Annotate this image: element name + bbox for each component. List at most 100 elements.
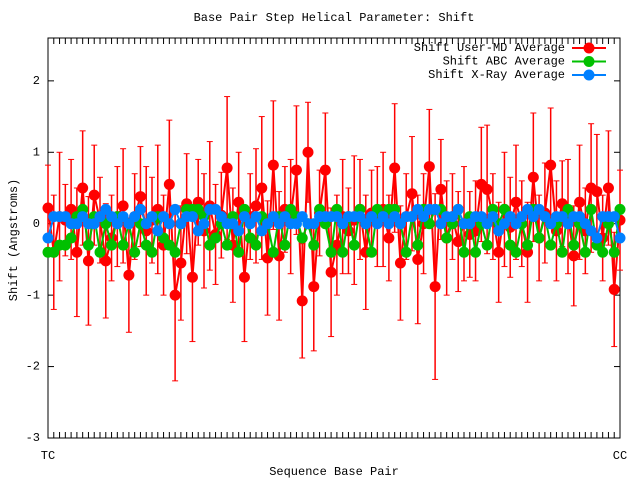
data-point	[117, 239, 129, 251]
data-point	[585, 203, 597, 215]
data-point	[429, 203, 441, 215]
data-point	[250, 200, 262, 212]
y-axis-label: Shift (Angstroms)	[7, 179, 21, 301]
data-point	[117, 200, 129, 212]
data-point	[406, 188, 418, 200]
data-point	[510, 246, 522, 258]
data-point	[146, 246, 158, 258]
data-point	[452, 236, 464, 248]
legend-label: Shift ABC Average	[443, 55, 565, 69]
data-point	[325, 246, 337, 258]
data-point	[100, 255, 112, 267]
data-point	[608, 246, 620, 258]
data-point	[429, 281, 441, 293]
data-point	[169, 289, 181, 301]
data-point	[250, 211, 262, 223]
data-point	[129, 246, 141, 258]
data-point	[163, 178, 175, 190]
data-point	[267, 246, 279, 258]
data-point	[233, 246, 245, 258]
data-point	[319, 164, 331, 176]
data-point	[42, 202, 54, 214]
legend-marker	[583, 56, 595, 67]
data-point	[579, 246, 591, 258]
data-point	[348, 239, 360, 251]
data-point	[308, 281, 320, 293]
data-point	[106, 239, 118, 251]
y-tick-label: 0	[33, 217, 40, 231]
data-point	[186, 211, 198, 223]
data-point	[169, 246, 181, 258]
data-point	[394, 257, 406, 269]
data-point	[470, 246, 482, 258]
data-point	[568, 239, 580, 251]
data-point	[545, 239, 557, 251]
data-point	[423, 161, 435, 173]
data-point	[400, 246, 412, 258]
data-point	[527, 171, 539, 183]
data-point	[591, 186, 603, 198]
data-point	[591, 232, 603, 244]
data-point	[256, 182, 268, 194]
x-axis-label: Sequence Base Pair	[269, 465, 399, 479]
data-point	[510, 196, 522, 208]
data-point	[134, 203, 146, 215]
data-point	[82, 239, 94, 251]
data-point	[296, 232, 308, 244]
data-point	[366, 246, 378, 258]
data-point	[267, 159, 279, 171]
data-point	[435, 183, 447, 195]
data-point	[452, 203, 464, 215]
data-point	[608, 211, 620, 223]
data-point	[302, 146, 314, 158]
y-tick-label: -2	[26, 360, 40, 374]
data-point	[198, 218, 210, 230]
data-point	[597, 246, 609, 258]
data-point	[152, 225, 164, 237]
series-line	[48, 205, 621, 255]
data-point	[545, 159, 557, 171]
data-point	[65, 232, 77, 244]
data-point	[77, 182, 89, 194]
data-point	[481, 183, 493, 195]
data-point	[337, 246, 349, 258]
data-point	[608, 283, 620, 295]
legend-marker	[583, 69, 595, 81]
data-point	[238, 271, 250, 283]
data-point	[279, 239, 291, 251]
data-point	[493, 246, 505, 258]
data-point	[71, 246, 83, 258]
data-point	[290, 164, 302, 176]
legend-label: Shift X-Ray Average	[428, 68, 565, 82]
data-point	[134, 191, 146, 203]
data-point	[221, 239, 233, 251]
y-tick-label: -1	[26, 288, 40, 302]
data-point	[186, 271, 198, 283]
data-point	[233, 225, 245, 237]
x-tick-label: CC	[613, 449, 627, 463]
data-point	[614, 232, 626, 244]
legend-marker	[583, 42, 595, 54]
data-point	[487, 211, 499, 223]
data-point	[221, 162, 233, 174]
x-tick-label: TC	[41, 449, 55, 463]
data-point	[383, 232, 395, 244]
y-tick-label: -3	[26, 431, 40, 445]
data-point	[163, 218, 175, 230]
data-point	[441, 232, 453, 244]
data-point	[210, 232, 222, 244]
data-point	[169, 203, 181, 215]
data-point	[533, 232, 545, 244]
data-point	[82, 255, 94, 267]
data-point	[602, 182, 614, 194]
data-point	[308, 239, 320, 251]
data-point	[94, 246, 106, 258]
y-tick-label: 1	[33, 145, 40, 159]
data-point	[412, 239, 424, 251]
data-point	[481, 239, 493, 251]
data-point	[325, 266, 337, 278]
data-point	[556, 246, 568, 258]
data-point	[296, 295, 308, 307]
